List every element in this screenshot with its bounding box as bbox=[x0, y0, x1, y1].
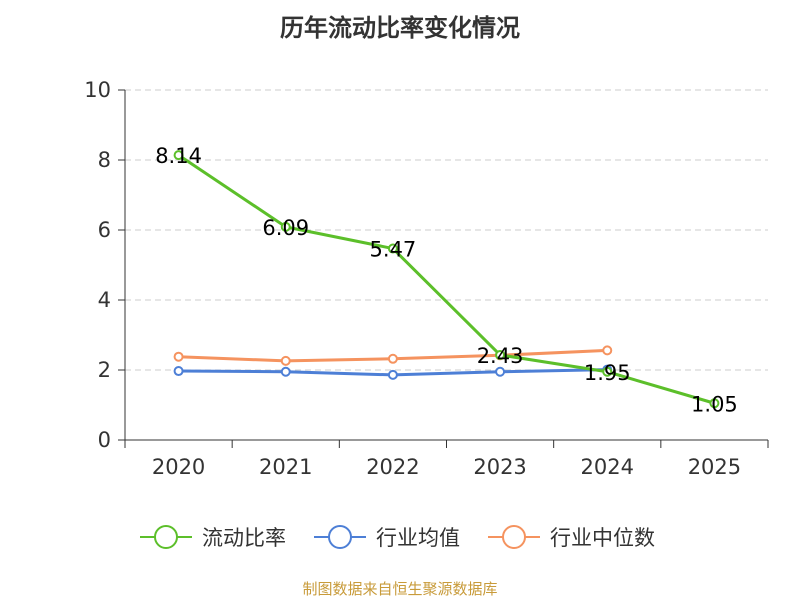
x-tick-label: 2025 bbox=[688, 455, 741, 479]
y-tick-label: 4 bbox=[98, 288, 111, 312]
y-tick-label: 2 bbox=[98, 358, 111, 382]
data-point[interactable] bbox=[709, 398, 720, 409]
x-tick-label: 2021 bbox=[259, 455, 312, 479]
legend-label: 行业均值 bbox=[376, 526, 460, 550]
data-point[interactable] bbox=[602, 366, 613, 377]
axes: 0 2 4 6 8 10 2020 2021 2022 2023 2024 2025 bbox=[84, 78, 769, 479]
data-point[interactable] bbox=[495, 366, 506, 377]
series-line bbox=[177, 153, 715, 405]
legend[interactable]: 流动比率 行业均值 行业中位数 bbox=[140, 525, 655, 550]
series-group bbox=[173, 150, 720, 409]
data-point[interactable] bbox=[387, 353, 398, 364]
data-label: 6.09 bbox=[262, 216, 309, 240]
legend-item[interactable]: 行业中位数 bbox=[488, 525, 655, 550]
chart-title: 历年流动比率变化情况 bbox=[280, 14, 520, 42]
data-point[interactable] bbox=[280, 355, 291, 366]
x-tick-label: 2023 bbox=[473, 455, 526, 479]
legend-circle-icon bbox=[328, 525, 352, 549]
data-label: 8.14 bbox=[155, 144, 202, 168]
x-tick-label: 2020 bbox=[152, 455, 205, 479]
data-label: 2.43 bbox=[477, 344, 524, 368]
x-tick-label: 2022 bbox=[366, 455, 419, 479]
y-tick-label: 0 bbox=[98, 428, 111, 452]
data-point[interactable] bbox=[280, 366, 291, 377]
data-point[interactable] bbox=[173, 150, 184, 161]
data-point[interactable] bbox=[173, 351, 184, 362]
data-point[interactable] bbox=[387, 369, 398, 380]
legend-item[interactable]: 流动比率 bbox=[140, 525, 286, 550]
legend-label: 行业中位数 bbox=[550, 526, 655, 550]
y-tick-label: 10 bbox=[84, 78, 111, 102]
data-point[interactable] bbox=[495, 349, 506, 360]
data-label: 5.47 bbox=[370, 238, 417, 262]
data-point[interactable] bbox=[602, 345, 613, 356]
x-tick-label: 2024 bbox=[581, 455, 634, 479]
legend-item[interactable]: 行业均值 bbox=[314, 525, 460, 550]
data-label: 1.05 bbox=[691, 392, 738, 416]
legend-circle-icon bbox=[154, 525, 178, 549]
data-point[interactable] bbox=[280, 221, 291, 232]
data-label: 1.95 bbox=[584, 361, 631, 385]
data-labels: 8.14 6.09 5.47 2.43 1.95 1.05 bbox=[155, 144, 738, 416]
data-source-note: 制图数据来自恒生聚源数据库 bbox=[302, 580, 498, 598]
data-point[interactable] bbox=[387, 243, 398, 254]
legend-circle-icon bbox=[502, 525, 526, 549]
data-point[interactable] bbox=[173, 366, 184, 377]
legend-label: 流动比率 bbox=[202, 526, 286, 550]
grid-lines bbox=[125, 89, 768, 371]
y-tick-label: 8 bbox=[98, 148, 111, 172]
y-tick-label: 6 bbox=[98, 218, 111, 242]
